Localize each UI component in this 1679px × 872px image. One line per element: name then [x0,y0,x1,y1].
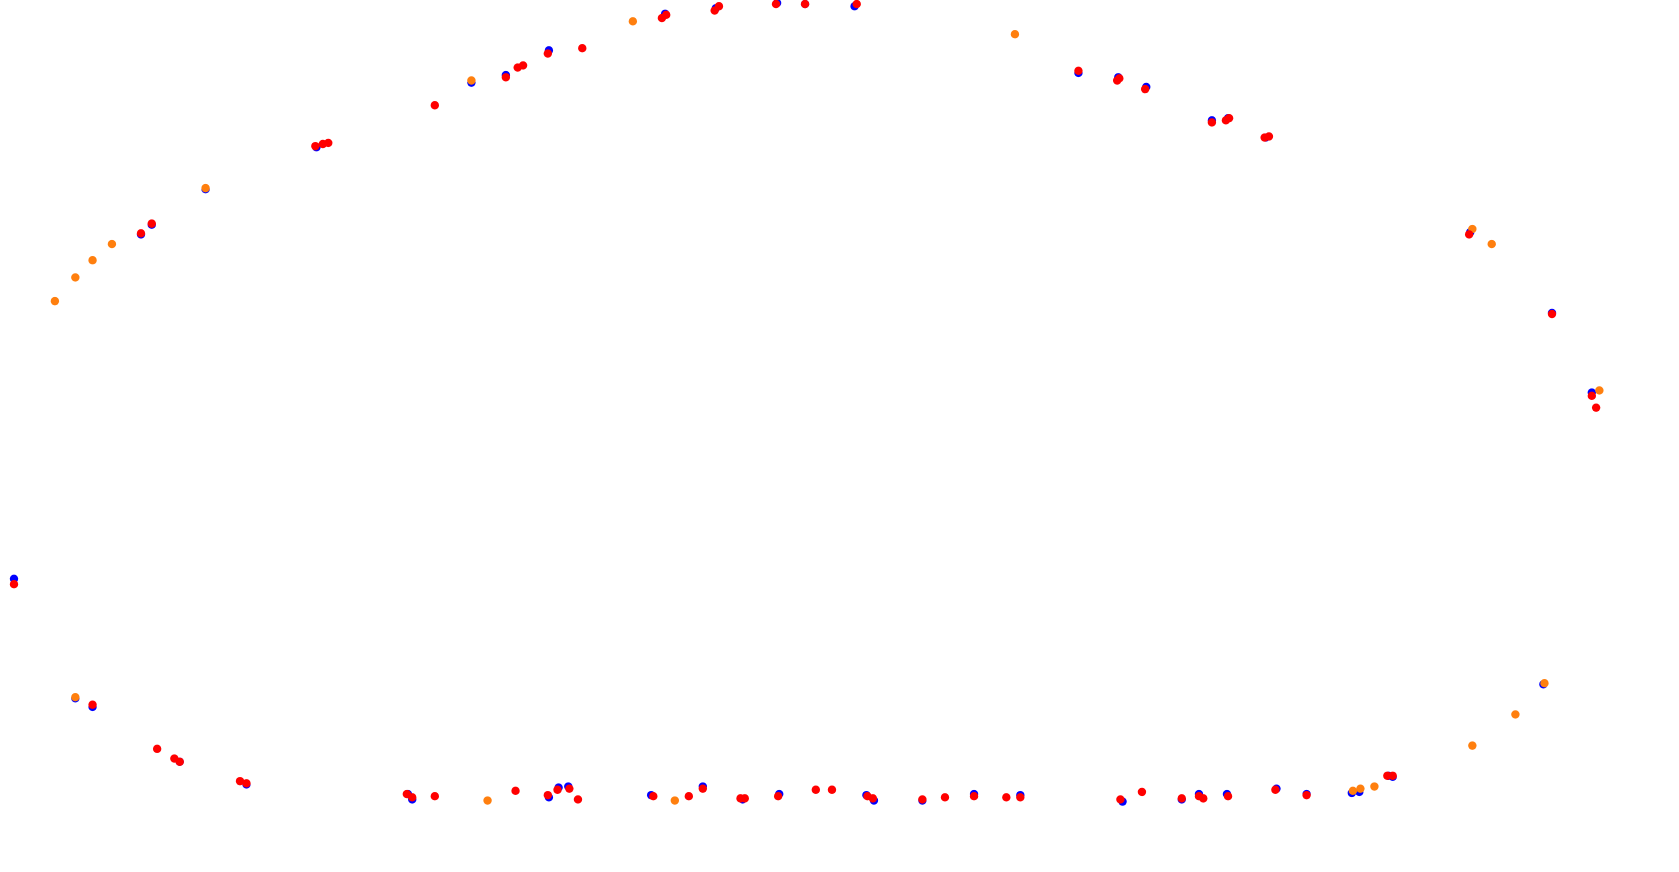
data-point-red [1587,391,1597,401]
data-point-orange [1348,786,1358,796]
data-point-red [649,792,658,801]
data-point-red [1115,74,1124,83]
data-point-red [1224,113,1234,123]
data-point-red [1271,785,1280,794]
data-point-red [324,138,333,148]
data-point-red [175,757,184,766]
data-point-orange [88,256,97,265]
data-point-red [1591,403,1601,412]
data-point-orange [71,692,80,702]
data-point-red [698,784,708,793]
data-point-red [501,73,511,82]
data-point-orange [1595,386,1604,395]
data-point-red [1388,771,1397,780]
data-point-red [918,795,927,804]
data-point-red [773,792,783,801]
data-point-red [311,141,320,151]
data-point-red [553,785,562,794]
data-point-red [511,786,520,796]
series-blue [9,0,1597,806]
data-point-red [940,793,950,802]
data-point-red [152,744,162,754]
data-point-red [1302,790,1311,800]
data-point-red [9,579,19,589]
data-point-red [662,10,671,20]
data-point-orange [467,76,476,85]
data-point-red [573,795,583,804]
data-point-red [1464,230,1474,239]
data-point-red [1137,787,1147,797]
data-point-red [543,790,553,800]
data-point-red [714,2,724,11]
data-point-red [1140,84,1150,94]
data-point-orange [107,239,117,249]
data-point-red [147,219,156,228]
series-orange [50,17,1604,805]
data-point-red [578,44,587,53]
data-point-orange [1370,782,1379,791]
data-point-red [1016,793,1025,802]
data-point-orange [1487,239,1496,249]
data-point-red [1199,794,1208,803]
data-point-red [430,101,440,110]
data-point-red [235,776,245,786]
data-point-red [136,229,146,238]
data-point-red [543,49,553,58]
data-point-orange [1356,784,1365,793]
series-red [9,0,1601,804]
data-point-red [800,0,810,9]
data-point-orange [50,296,60,306]
data-point-red [1223,792,1233,801]
data-point-red [852,0,861,9]
data-point-red [242,779,251,788]
data-point-red [1207,118,1217,127]
data-point-red [1264,132,1274,141]
data-point-red [868,794,878,803]
data-point-orange [483,796,492,805]
data-point-red [1547,309,1557,319]
data-point-red [518,61,528,70]
data-point-orange [1010,30,1020,39]
data-point-red [1177,794,1186,803]
data-point-red [969,792,979,801]
data-point-orange [71,273,80,282]
data-point-red [1074,66,1083,76]
data-point-orange [1511,710,1520,719]
data-point-orange [1468,741,1477,750]
data-point-red [740,794,749,803]
data-point-red [88,700,97,709]
data-point-orange [670,796,680,805]
data-point-red [1002,793,1011,802]
data-point-red [827,785,837,794]
data-point-red [1116,795,1125,804]
data-point-red [430,792,440,801]
data-point-orange [628,17,638,26]
data-point-red [811,785,821,794]
data-point-red [684,792,694,801]
data-point-orange [1540,679,1549,688]
data-point-red [565,784,574,793]
data-point-red [408,793,417,802]
data-point-orange [201,183,210,193]
data-point-red [771,0,781,9]
